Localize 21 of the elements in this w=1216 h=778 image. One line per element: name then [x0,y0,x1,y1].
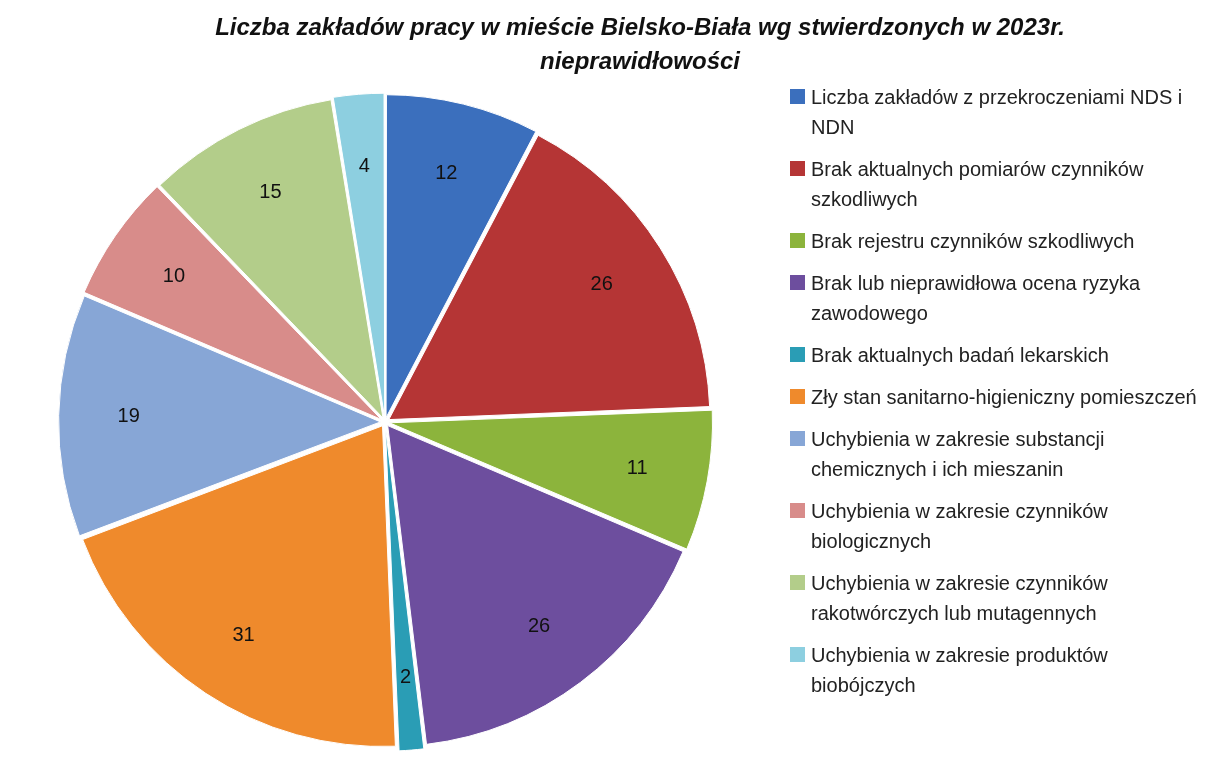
legend-label: Liczba zakładów z przekroczeniami NDS i NDN [811,85,1184,140]
data-label: 11 [626,455,648,478]
legend-label: Brak aktualnych pomiarów czynników szkodliwych [811,157,1145,212]
legend-label: Uchybienia w zakresie substancji chemicznych i ich mieszanin [811,427,1106,482]
legend-label: Brak rejestru czynników szkodliwych [811,229,1135,254]
data-label: 19 [117,404,140,427]
legend-label: Zły stan sanitarno-higieniczny pomieszczeń [811,385,1197,410]
legend-label: Uchybienia w zakresie czynników biologicznych [811,499,1109,554]
data-label: 26 [527,614,551,637]
chart-title: Liczba zakładów pracy w mieście Bielsko-Biała wg stwierdzonych w 2023r. nieprawidłowości [214,12,1066,76]
data-label: 2 [400,665,412,688]
data-label: 31 [232,623,255,646]
legend-label: Brak aktualnych badań lekarskich [811,343,1109,368]
data-label: 4 [358,153,370,176]
legend-label: Brak lub nieprawidłowa ocena ryzyka zawodowego [811,271,1142,326]
data-label: 26 [590,272,613,295]
data-label: 10 [162,263,186,286]
legend-label: Uchybienia w zakresie czynników rakotwórczych lub mutagennych [811,571,1109,626]
data-label: 12 [435,160,458,183]
data-label: 15 [259,180,282,203]
legend-label: Uchybienia w zakresie produktów biobójczych [811,643,1109,698]
